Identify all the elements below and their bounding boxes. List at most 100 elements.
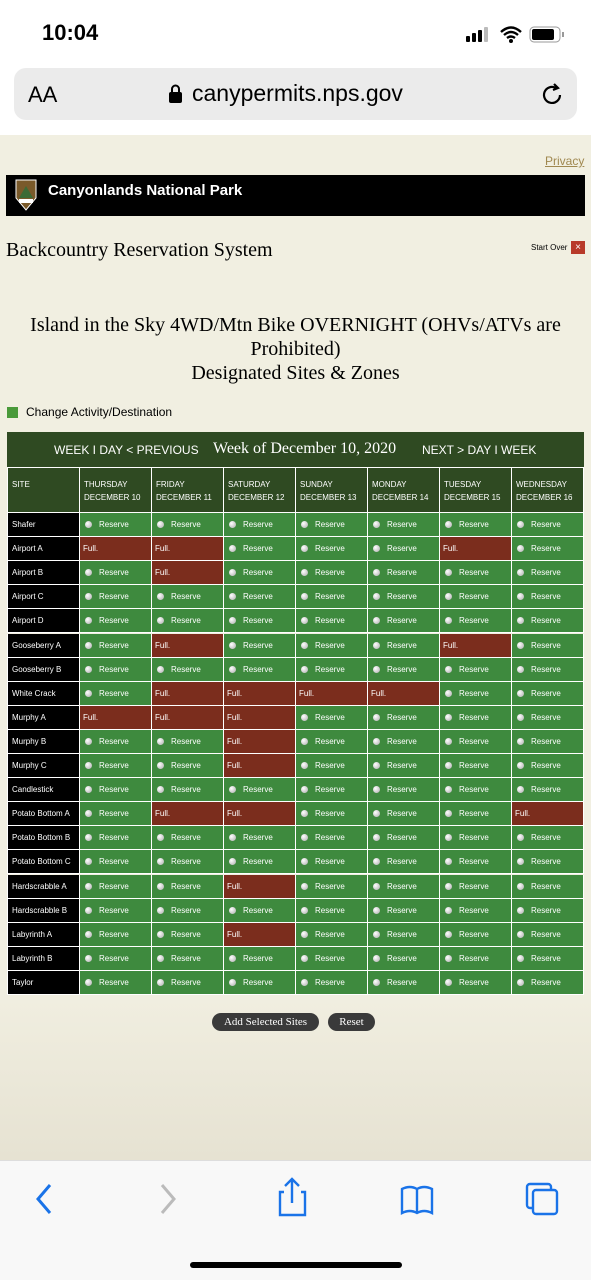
reserve-cell[interactable]: Reserve [440, 513, 512, 538]
radio-button[interactable] [373, 978, 380, 986]
radio-button[interactable] [85, 930, 92, 938]
radio-button[interactable] [229, 641, 236, 649]
address-bar[interactable] [14, 68, 577, 120]
reserve-cell[interactable]: Reserve [368, 537, 440, 562]
radio-button[interactable] [445, 593, 452, 601]
reserve-cell[interactable]: Reserve [80, 513, 152, 538]
reserve-cell[interactable]: Reserve [440, 970, 512, 995]
reserve-cell[interactable]: Reserve [440, 705, 512, 730]
radio-button[interactable] [229, 569, 236, 577]
reserve-cell[interactable]: Reserve [440, 585, 512, 610]
radio-button[interactable] [229, 906, 236, 914]
radio-button[interactable] [85, 858, 92, 866]
radio-button[interactable] [373, 834, 380, 842]
radio-button[interactable] [157, 882, 164, 890]
reserve-cell[interactable]: Reserve [80, 874, 152, 899]
next-links[interactable]: NEXT > DAY I WEEK [422, 443, 537, 457]
reserve-cell[interactable]: Reserve [368, 946, 440, 971]
radio-button[interactable] [445, 665, 452, 673]
radio-button[interactable] [517, 954, 524, 962]
reserve-cell[interactable]: Reserve [224, 513, 296, 538]
radio-button[interactable] [301, 521, 308, 529]
change-activity-link[interactable]: Change Activity/Destination [26, 405, 173, 419]
radio-button[interactable] [373, 810, 380, 818]
radio-button[interactable] [445, 858, 452, 866]
reserve-cell[interactable]: Reserve [224, 537, 296, 562]
radio-button[interactable] [373, 882, 380, 890]
radio-button[interactable] [157, 593, 164, 601]
reserve-cell[interactable]: Reserve [80, 802, 152, 827]
reserve-cell[interactable]: Reserve [80, 729, 152, 754]
radio-button[interactable] [517, 906, 524, 914]
radio-button[interactable] [157, 737, 164, 745]
reserve-cell[interactable]: Reserve [368, 561, 440, 586]
radio-button[interactable] [517, 617, 524, 625]
reserve-cell[interactable]: Reserve [512, 657, 584, 682]
reserve-cell[interactable]: Reserve [80, 633, 152, 658]
radio-button[interactable] [301, 737, 308, 745]
radio-button[interactable] [373, 521, 380, 529]
reserve-cell[interactable]: Reserve [296, 561, 368, 586]
reserve-cell[interactable]: Reserve [368, 729, 440, 754]
reserve-cell[interactable]: Reserve [296, 946, 368, 971]
radio-button[interactable] [85, 569, 92, 577]
radio-button[interactable] [85, 689, 92, 697]
reserve-cell[interactable]: Reserve [224, 609, 296, 634]
radio-button[interactable] [85, 786, 92, 794]
radio-button[interactable] [517, 665, 524, 673]
reserve-cell[interactable]: Reserve [152, 898, 224, 923]
radio-button[interactable] [517, 593, 524, 601]
reserve-cell[interactable]: Reserve [80, 754, 152, 779]
radio-button[interactable] [229, 593, 236, 601]
reserve-cell[interactable]: Reserve [80, 585, 152, 610]
radio-button[interactable] [229, 954, 236, 962]
reserve-cell[interactable]: Reserve [296, 778, 368, 803]
radio-button[interactable] [373, 545, 380, 553]
radio-button[interactable] [445, 569, 452, 577]
radio-button[interactable] [445, 882, 452, 890]
reserve-cell[interactable]: Reserve [512, 754, 584, 779]
reserve-cell[interactable]: Reserve [512, 585, 584, 610]
reserve-cell[interactable]: Reserve [440, 922, 512, 947]
reserve-cell[interactable]: Reserve [296, 850, 368, 875]
back-button[interactable] [36, 1184, 52, 1214]
radio-button[interactable] [85, 762, 92, 770]
forward-button[interactable] [160, 1184, 176, 1214]
radio-button[interactable] [373, 617, 380, 625]
reserve-cell[interactable]: Reserve [296, 898, 368, 923]
radio-button[interactable] [157, 665, 164, 673]
radio-button[interactable] [445, 689, 452, 697]
radio-button[interactable] [517, 569, 524, 577]
radio-button[interactable] [301, 906, 308, 914]
reserve-cell[interactable]: Reserve [512, 850, 584, 875]
reserve-cell[interactable]: Reserve [368, 657, 440, 682]
reserve-cell[interactable]: Reserve [368, 778, 440, 803]
reserve-cell[interactable]: Reserve [224, 585, 296, 610]
radio-button[interactable] [373, 593, 380, 601]
radio-button[interactable] [301, 858, 308, 866]
reserve-cell[interactable]: Reserve [224, 826, 296, 851]
radio-button[interactable] [517, 978, 524, 986]
reserve-cell[interactable]: Reserve [296, 922, 368, 947]
reserve-cell[interactable]: Reserve [80, 609, 152, 634]
radio-button[interactable] [85, 954, 92, 962]
radio-button[interactable] [301, 665, 308, 673]
radio-button[interactable] [517, 545, 524, 553]
radio-button[interactable] [373, 569, 380, 577]
radio-button[interactable] [517, 521, 524, 529]
radio-button[interactable] [229, 617, 236, 625]
radio-button[interactable] [229, 665, 236, 673]
start-over-link[interactable]: Start Over [531, 243, 568, 252]
radio-button[interactable] [301, 545, 308, 553]
reserve-cell[interactable]: Reserve [368, 898, 440, 923]
reserve-cell[interactable]: Reserve [224, 561, 296, 586]
reserve-cell[interactable]: Reserve [296, 657, 368, 682]
radio-button[interactable] [85, 737, 92, 745]
privacy-link[interactable]: Privacy [545, 154, 585, 168]
radio-button[interactable] [445, 834, 452, 842]
reserve-cell[interactable]: Reserve [296, 754, 368, 779]
reserve-cell[interactable]: Reserve [368, 850, 440, 875]
reserve-cell[interactable]: Reserve [80, 681, 152, 706]
radio-button[interactable] [301, 810, 308, 818]
radio-button[interactable] [85, 906, 92, 914]
